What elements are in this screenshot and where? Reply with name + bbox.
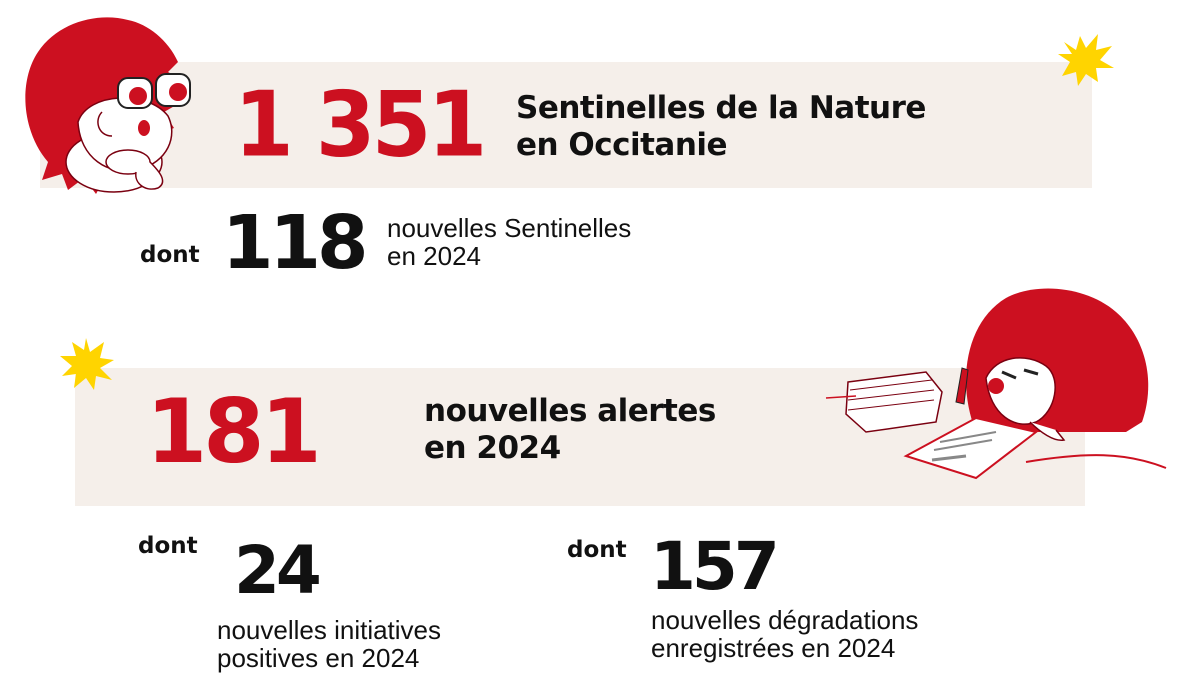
degradations-count: 157 [650, 528, 780, 605]
hedgehog-binoculars-illustration [25, 17, 191, 194]
dont-label: dont [140, 242, 200, 268]
degradations-label-line2: enregistrées en 2024 [651, 633, 896, 664]
new-sentinelles-label-line2: en 2024 [387, 241, 481, 272]
alertes-total-count: 181 [146, 380, 322, 483]
sentinelles-banner [40, 62, 1092, 188]
sentinelles-total-label-line1: Sentinelles de la Nature [516, 90, 926, 126]
sentinelles-total-label: Sentinelles de la Nature en Occitanie [516, 90, 926, 163]
initiatives-count: 24 [234, 532, 322, 609]
degradations-label: nouvelles dégradations enregistrées en 2… [651, 606, 918, 662]
new-sentinelles-count: 118 [222, 200, 368, 286]
new-sentinelles-label: nouvelles Sentinelles en 2024 [387, 214, 631, 270]
alertes-total-label: nouvelles alertes en 2024 [424, 393, 716, 466]
initiatives-label-line2: positives en 2024 [217, 643, 420, 674]
initiatives-label-line1: nouvelles initiatives [217, 615, 442, 645]
dont-label: dont [138, 533, 198, 559]
hedgehog-writing-illustration [825, 288, 1167, 480]
dont-label: dont [567, 537, 627, 563]
yellow-starburst-icon [1058, 34, 1114, 86]
sentinelles-total-label-line2: en Occitanie [516, 126, 728, 163]
alertes-total-label-line1: nouvelles alertes [424, 393, 716, 429]
alertes-total-label-line2: en 2024 [424, 429, 561, 466]
new-sentinelles-label-line1: nouvelles Sentinelles [387, 213, 632, 243]
initiatives-label: nouvelles initiatives positives en 2024 [217, 616, 441, 672]
yellow-starburst-icon [60, 338, 114, 390]
degradations-label-line1: nouvelles dégradations [651, 605, 919, 635]
sentinelles-total-count: 1 351 [234, 72, 487, 178]
